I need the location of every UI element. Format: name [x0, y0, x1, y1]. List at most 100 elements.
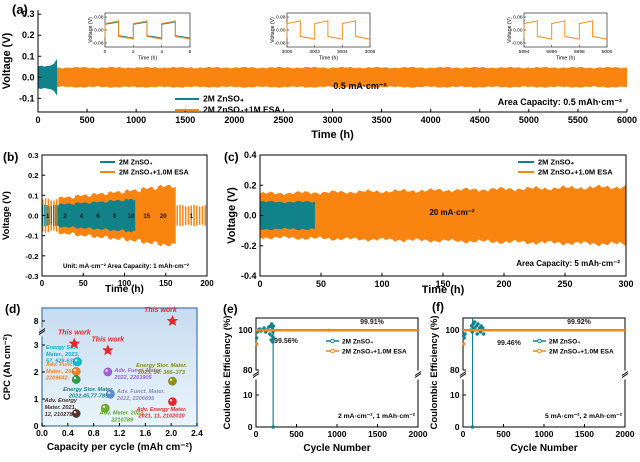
- voltage-band: [124, 198, 136, 233]
- ce-percent-label: 99.46%: [497, 340, 522, 347]
- gloss-highlight: [169, 378, 173, 381]
- ce-marker-znso4: [271, 324, 276, 328]
- annotation: 0.5 mA·cm⁻²: [333, 81, 386, 91]
- citation: Adv. Funct. Mater.: [113, 368, 162, 374]
- this-work-label: This work: [144, 307, 178, 314]
- panel-e-tag: (e): [223, 302, 238, 316]
- inset-x-tick: 3002: [309, 49, 320, 55]
- inset-x-label: Time (h): [319, 56, 338, 62]
- legend-label: 2M ZnSO₄: [538, 158, 575, 167]
- x-tick-label: 5000: [519, 115, 539, 125]
- x-tick-label: 4000: [421, 115, 441, 125]
- panel-a-tag: (a): [12, 2, 28, 17]
- literature-point: [103, 367, 113, 377]
- x-tick-label: 0.0: [36, 428, 48, 438]
- y-tick-label: -0.2: [241, 241, 257, 251]
- y-axis-label: Voltage (V): [226, 187, 238, 244]
- cycle-stripe: [190, 205, 192, 226]
- ce-marker-znso4: [462, 336, 466, 340]
- literature-point: [71, 409, 81, 419]
- ce-percent-label: 99.56%: [274, 338, 299, 345]
- panel-b-rate-test: 1 2 4 6 8 10 15 20 1 0 50 100 150 200 0.3 0.2 0.1 0.0 -0.1…: [0, 146, 222, 298]
- inset-x-tick: 5994: [519, 49, 530, 55]
- this-work-star: [166, 315, 179, 326]
- panel-d-tag: (d): [5, 302, 21, 316]
- citation: 2209642.: [45, 376, 70, 382]
- ce-marker-znso4: [254, 336, 259, 340]
- shape: [621, 373, 629, 378]
- y-tick-label: -0.1: [25, 232, 39, 241]
- x-tick-label: 1.2: [114, 428, 126, 438]
- x-tick-label: 2500: [273, 115, 293, 125]
- literature-point: [168, 397, 177, 407]
- x-tick-label: 100: [118, 279, 132, 288]
- x-axis-label: Capacity per cycle (mAh cm⁻²): [47, 442, 192, 453]
- voltage-band: [260, 184, 626, 247]
- inset-x-tick: 4: [160, 49, 163, 55]
- voltage-band: [157, 184, 176, 247]
- citation: Adv. Funct. Mater.: [116, 389, 165, 395]
- x-tick-label: 500: [80, 115, 95, 125]
- panel-b-tag: (b): [3, 150, 19, 164]
- annotation: Area Capacity: 0.5 mAh·cm⁻²: [498, 97, 622, 107]
- legend-label: 2M ZnSO₄: [549, 338, 580, 345]
- inset-x-tick: 5996: [546, 49, 557, 55]
- y-tick-label: 0.2: [244, 180, 257, 190]
- rate-label: 20: [160, 213, 167, 220]
- x-tick-label: 150: [159, 279, 173, 288]
- citation: 57, 628-638.: [46, 359, 78, 365]
- rate-label: 4: [80, 213, 84, 220]
- annotation: 5 mA·cm⁻², 2 mAh·cm⁻²: [545, 413, 623, 420]
- ce-marker-znso4: [262, 326, 266, 330]
- legend-label: 2M ZnSO₄: [342, 338, 373, 345]
- inset-x-tick: 3006: [365, 49, 376, 55]
- y-tick-label: 2: [34, 367, 39, 377]
- panel-f-svg: 0 500 1000 1500 2000 0 10 80 100 99.92% 99.46% 2M Z…: [429, 315, 635, 454]
- x-tick-label: 0.4: [62, 428, 74, 438]
- x-tick-label: 2.0: [165, 428, 177, 438]
- citation: Adv. Energy Mater.: [135, 407, 186, 413]
- inset-x-tick: 5998: [574, 49, 585, 55]
- literature-point: [71, 375, 81, 385]
- citation: 2023, 54: 366–373: [137, 370, 186, 376]
- x-tick-label: 1500: [368, 429, 387, 439]
- literature-point: [100, 403, 110, 413]
- inset-x-tick: 0: [104, 49, 107, 55]
- legend-marker: [537, 338, 542, 344]
- cycle-stripe: [198, 206, 201, 225]
- voltage-profile-line: [286, 20, 371, 40]
- citation: 2210789: [110, 417, 134, 423]
- voltage-band: [75, 202, 92, 229]
- rate-label: 6: [96, 213, 100, 220]
- legend-label: 2M ZnSO₄: [119, 160, 153, 167]
- this-work-star: [68, 337, 80, 349]
- ce-marker-esa: [462, 342, 466, 346]
- citation: 2022, 2206695: [116, 396, 155, 402]
- citation: Mater., 2022,: [46, 369, 80, 375]
- shape: [252, 371, 260, 376]
- ce-marker-znso4: [268, 332, 272, 336]
- ce-percent-label: 99.91%: [360, 319, 385, 326]
- gloss-highlight: [73, 368, 77, 372]
- y-tick-label: 0.0: [22, 72, 35, 82]
- inset-y-label: Voltage (V): [88, 17, 94, 43]
- voltage-band: [91, 201, 108, 230]
- x-axis-label: Cycle Number: [303, 443, 370, 454]
- inset-x-label: Time (h): [556, 56, 575, 62]
- citation: 12, 2102780: [45, 412, 77, 418]
- ce-marker-znso4: [271, 336, 276, 340]
- x-tick-label: 2000: [409, 429, 428, 439]
- shape: [414, 373, 422, 378]
- cycle-stripe: [48, 206, 50, 226]
- x-axis-label: Cycle Number: [510, 443, 577, 454]
- shape: [414, 371, 422, 376]
- y-tick-label: 0: [248, 422, 253, 432]
- legend-label: 2M ZnSO₄+1.0M ESA: [549, 348, 614, 355]
- y-tick-label: 80: [243, 365, 253, 375]
- literature-point: [71, 367, 81, 376]
- failure-point: [470, 425, 475, 429]
- panel-a-svg: 0 500 1000 1500 2000 2500 3000 3500 4000 4500 5000…: [1, 9, 637, 141]
- y-tick-label: 0.4: [244, 150, 257, 160]
- ce-marker-znso4: [476, 322, 480, 326]
